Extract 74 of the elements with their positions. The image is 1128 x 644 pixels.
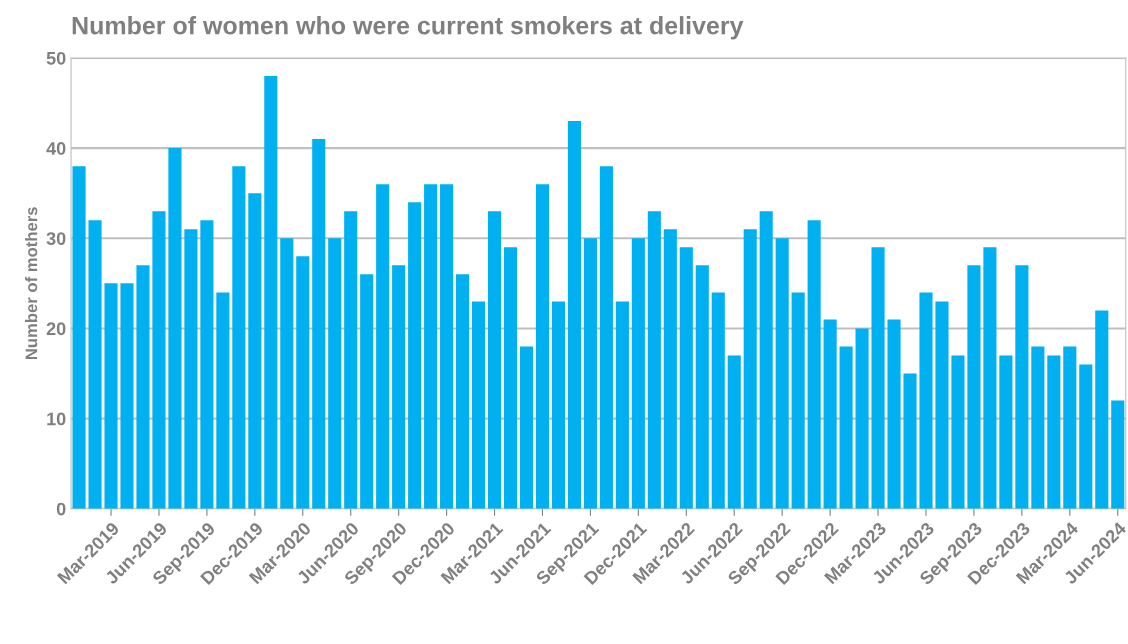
bar bbox=[775, 238, 789, 509]
y-tick-label: 40 bbox=[46, 142, 66, 155]
y-tick-label: 0 bbox=[56, 502, 66, 516]
bar bbox=[440, 184, 454, 509]
bar bbox=[647, 211, 661, 509]
y-tick-label: 10 bbox=[47, 412, 66, 426]
bar bbox=[567, 121, 581, 509]
bar bbox=[743, 229, 757, 509]
bar bbox=[919, 292, 933, 509]
y-axis-title: Number of mothers bbox=[25, 207, 38, 360]
bar bbox=[599, 166, 613, 509]
bar bbox=[535, 184, 550, 509]
bar bbox=[232, 166, 246, 509]
bar bbox=[120, 283, 134, 509]
bar bbox=[487, 211, 502, 509]
bar bbox=[472, 301, 486, 509]
bar bbox=[935, 301, 949, 509]
bar bbox=[727, 355, 741, 509]
bar bbox=[152, 211, 166, 509]
chart-title: Number of women who were current smokers at delivery bbox=[72, 16, 744, 40]
bar bbox=[1031, 346, 1045, 509]
bar bbox=[184, 229, 198, 509]
bar bbox=[280, 238, 294, 509]
bar bbox=[695, 265, 709, 509]
bar bbox=[1111, 400, 1125, 509]
bar bbox=[679, 247, 693, 509]
bar bbox=[983, 247, 997, 509]
bar bbox=[791, 292, 805, 509]
bar bbox=[136, 265, 150, 509]
bar bbox=[456, 274, 470, 509]
bar bbox=[583, 238, 597, 509]
bar bbox=[871, 247, 885, 509]
bar bbox=[951, 355, 965, 509]
bar bbox=[168, 148, 182, 509]
bar bbox=[903, 373, 917, 509]
y-tick-label: 30 bbox=[46, 232, 66, 246]
bar bbox=[1047, 355, 1061, 509]
bar bbox=[392, 265, 406, 509]
bar bbox=[344, 211, 358, 509]
bar bbox=[967, 265, 981, 509]
bar bbox=[855, 328, 869, 509]
bar bbox=[104, 283, 118, 509]
bar bbox=[312, 139, 326, 509]
bar bbox=[551, 301, 566, 509]
bar bbox=[663, 229, 677, 509]
bar bbox=[376, 184, 390, 509]
bar bbox=[1063, 346, 1077, 509]
bar bbox=[759, 211, 773, 509]
bar bbox=[519, 346, 534, 509]
bar bbox=[839, 346, 853, 509]
bar bbox=[823, 319, 837, 509]
bar bbox=[328, 238, 342, 509]
bar bbox=[1079, 364, 1093, 509]
y-tick-label: 50 bbox=[46, 51, 66, 65]
bar bbox=[1095, 310, 1109, 509]
bar bbox=[887, 319, 901, 509]
bar bbox=[424, 184, 438, 509]
bar bbox=[615, 301, 629, 509]
bar bbox=[72, 166, 86, 509]
bar bbox=[503, 247, 518, 509]
bar bbox=[631, 238, 645, 509]
bar bbox=[296, 256, 310, 509]
bar bbox=[999, 355, 1013, 509]
bar bbox=[711, 292, 725, 509]
bar bbox=[1015, 265, 1029, 509]
bar bbox=[360, 274, 374, 509]
bar bbox=[88, 220, 102, 509]
bar bbox=[264, 75, 278, 509]
y-tick-label: 20 bbox=[46, 322, 66, 336]
bar bbox=[216, 292, 230, 509]
bar bbox=[200, 220, 214, 509]
bar bbox=[408, 202, 422, 509]
bar bbox=[807, 220, 821, 509]
bar bbox=[248, 193, 262, 509]
